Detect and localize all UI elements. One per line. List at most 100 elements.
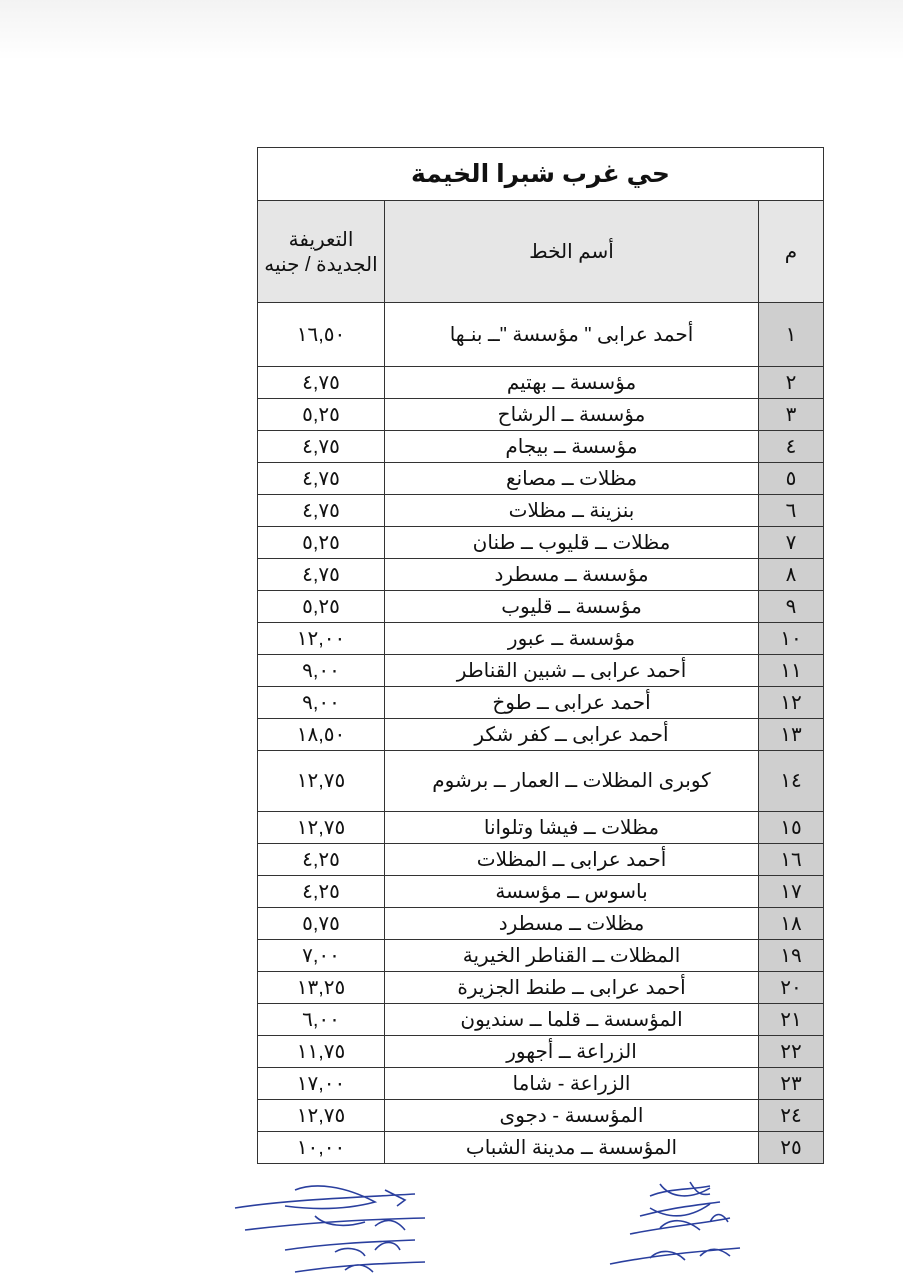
fare-value: ٩,٠٠: [257, 686, 385, 719]
fare-value: ١٢,٠٠: [257, 622, 385, 655]
row-number: ٨: [758, 558, 824, 591]
fare-value: ١٢,٧٥: [257, 811, 385, 844]
row-number: ٧: [758, 526, 824, 559]
fare-value: ١١,٧٥: [257, 1035, 385, 1068]
line-name: بنزينة ــ مظلات: [384, 494, 759, 527]
line-name: مؤسسة ــ عبور: [384, 622, 759, 655]
fare-value: ٦,٠٠: [257, 1003, 385, 1036]
table-row: ٧ مظلات ــ قليوب ــ طنان ٥,٢٥: [257, 526, 824, 559]
column-header-fare: التعريفة الجديدة / جنيه: [257, 200, 385, 303]
line-name: أحمد عرابى " مؤسسة "ــ بنـها: [384, 302, 759, 367]
row-number: ١٦: [758, 843, 824, 876]
line-name: مظلات ــ فيشا وتلوانا: [384, 811, 759, 844]
row-number: ٦: [758, 494, 824, 527]
row-number: ١٥: [758, 811, 824, 844]
row-number: ٢٢: [758, 1035, 824, 1068]
row-number: ٤: [758, 430, 824, 463]
row-number: ٢٣: [758, 1067, 824, 1100]
line-name: باسوس ــ مؤسسة: [384, 875, 759, 908]
table-row: ١٢ أحمد عرابى ــ طوخ ٩,٠٠: [257, 686, 824, 719]
fare-value: ٤,٢٥: [257, 843, 385, 876]
table-row: ٤ مؤسسة ــ بيجام ٤,٧٥: [257, 430, 824, 463]
table-row: ٢٥ المؤسسة ــ مدينة الشباب ١٠,٠٠: [257, 1131, 824, 1164]
fare-value: ١٢,٧٥: [257, 750, 385, 812]
row-number: ٢٥: [758, 1131, 824, 1164]
row-number: ٣: [758, 398, 824, 431]
line-name: أحمد عرابى ــ كفر شكر: [384, 718, 759, 751]
table-row: ٢٢ الزراعة ــ أجهور ١١,٧٥: [257, 1035, 824, 1068]
line-name: الزراعة ــ أجهور: [384, 1035, 759, 1068]
table-row: ١٤ كوبرى المظلات ــ العمار ــ برشوم ١٢,٧٥: [257, 750, 824, 812]
table-row: ٢٤ المؤسسة - دجوى ١٢,٧٥: [257, 1099, 824, 1132]
column-header-number: م: [758, 200, 824, 303]
line-name: أحمد عرابى ــ شبين القناطر: [384, 654, 759, 687]
table-row: ٢٣ الزراعة - شاما ١٧,٠٠: [257, 1067, 824, 1100]
line-name: مؤسسة ــ بيجام: [384, 430, 759, 463]
fare-value: ٤,٧٥: [257, 558, 385, 591]
line-name: مؤسسة ــ بهتيم: [384, 366, 759, 399]
table-row: ١٩ المظلات ــ القناطر الخيرية ٧,٠٠: [257, 939, 824, 972]
line-name: أحمد عرابى ــ المظلات: [384, 843, 759, 876]
line-name: مؤسسة ــ الرشاح: [384, 398, 759, 431]
row-number: ١٤: [758, 750, 824, 812]
fare-value: ٥,٧٥: [257, 907, 385, 940]
fare-value: ٤,٧٥: [257, 430, 385, 463]
fare-table: حي غرب شبرا الخيمة م أسم الخط التعريفة ا…: [257, 147, 824, 1164]
signatures-left: [234, 1185, 426, 1273]
table-row: ٣ مؤسسة ــ الرشاح ٥,٢٥: [257, 398, 824, 431]
fare-value: ٧,٠٠: [257, 939, 385, 972]
table-row: ١ أحمد عرابى " مؤسسة "ــ بنـها ١٦,٥٠: [257, 302, 824, 367]
table-row: ٦ بنزينة ــ مظلات ٤,٧٥: [257, 494, 824, 527]
table-row: ١١ أحمد عرابى ــ شبين القناطر ٩,٠٠: [257, 654, 824, 687]
line-name: الزراعة - شاما: [384, 1067, 759, 1100]
row-number: ٢١: [758, 1003, 824, 1036]
line-name: مظلات ــ قليوب ــ طنان: [384, 526, 759, 559]
scan-edge: [0, 0, 903, 60]
fare-value: ٥,٢٥: [257, 590, 385, 623]
line-name: كوبرى المظلات ــ العمار ــ برشوم: [384, 750, 759, 812]
row-number: ٢٠: [758, 971, 824, 1004]
fare-value: ١٣,٢٥: [257, 971, 385, 1004]
fare-value: ١٠,٠٠: [257, 1131, 385, 1164]
fare-value: ٥,٢٥: [257, 398, 385, 431]
signatures-right: [609, 1181, 741, 1265]
row-number: ١٠: [758, 622, 824, 655]
table-row: ٢ مؤسسة ــ بهتيم ٤,٧٥: [257, 366, 824, 399]
line-name: المؤسسة ــ قلما ــ سنديون: [384, 1003, 759, 1036]
row-number: ١٨: [758, 907, 824, 940]
table-row: ٢٠ أحمد عرابى ــ طنط الجزيرة ١٣,٢٥: [257, 971, 824, 1004]
row-number: ١٧: [758, 875, 824, 908]
fare-value: ٤,٧٥: [257, 366, 385, 399]
row-number: ١١: [758, 654, 824, 687]
fare-value: ٤,٧٥: [257, 462, 385, 495]
line-name: أحمد عرابى ــ طوخ: [384, 686, 759, 719]
fare-value: ٤,٧٥: [257, 494, 385, 527]
line-name: أحمد عرابى ــ طنط الجزيرة: [384, 971, 759, 1004]
table-row: ١٨ مظلات ــ مسطرد ٥,٧٥: [257, 907, 824, 940]
line-name: المؤسسة - دجوى: [384, 1099, 759, 1132]
row-number: ١٢: [758, 686, 824, 719]
row-number: ١: [758, 302, 824, 367]
fare-value: ١٧,٠٠: [257, 1067, 385, 1100]
table-row: ٢١ المؤسسة ــ قلما ــ سنديون ٦,٠٠: [257, 1003, 824, 1036]
fare-value: ٩,٠٠: [257, 654, 385, 687]
table-row: ١٥ مظلات ــ فيشا وتلوانا ١٢,٧٥: [257, 811, 824, 844]
line-name: المؤسسة ــ مدينة الشباب: [384, 1131, 759, 1164]
row-number: ١٣: [758, 718, 824, 751]
line-name: مؤسسة ــ مسطرد: [384, 558, 759, 591]
table-row: ٥ مظلات ــ مصانع ٤,٧٥: [257, 462, 824, 495]
line-name: مظلات ــ مسطرد: [384, 907, 759, 940]
table-row: ٩ مؤسسة ــ قليوب ٥,٢٥: [257, 590, 824, 623]
fare-value: ٤,٢٥: [257, 875, 385, 908]
line-name: مظلات ــ مصانع: [384, 462, 759, 495]
fare-value: ١٨,٥٠: [257, 718, 385, 751]
fare-value: ٥,٢٥: [257, 526, 385, 559]
table-row: ١٠ مؤسسة ــ عبور ١٢,٠٠: [257, 622, 824, 655]
table-row: ١٣ أحمد عرابى ــ كفر شكر ١٨,٥٠: [257, 718, 824, 751]
fare-value: ١٦,٥٠: [257, 302, 385, 367]
row-number: ١٩: [758, 939, 824, 972]
table-row: ١٧ باسوس ــ مؤسسة ٤,٢٥: [257, 875, 824, 908]
table-row: ١٦ أحمد عرابى ــ المظلات ٤,٢٥: [257, 843, 824, 876]
row-number: ٢: [758, 366, 824, 399]
table-title: حي غرب شبرا الخيمة: [257, 147, 824, 201]
